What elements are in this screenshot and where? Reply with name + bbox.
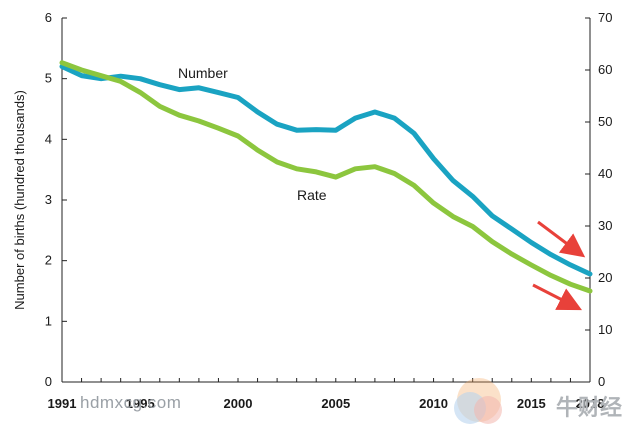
- series-label-number: Number: [178, 65, 228, 81]
- x-axis-ticks: 1991 1995 2000 2005 2010 2015 2018: [48, 378, 605, 411]
- left-tick-label: 4: [45, 131, 52, 146]
- right-tick-label: 20: [598, 270, 612, 285]
- series-label-rate: Rate: [297, 187, 327, 203]
- left-axis-title: Number of births (hundred thousands): [12, 90, 27, 310]
- x-tick-label: 2015: [517, 396, 546, 411]
- trend-arrow-upper: [537, 220, 586, 258]
- series-layer: [59, 60, 593, 294]
- left-axis-ticks: 0 1 2 3 4 5 6: [45, 10, 67, 389]
- right-tick-label: 0: [598, 374, 605, 389]
- right-tick-label: 40: [598, 166, 612, 181]
- x-tick-label: 2000: [224, 396, 253, 411]
- right-tick-label: 10: [598, 322, 612, 337]
- left-tick-label: 5: [45, 71, 52, 86]
- watermark-text: hdmxcg.com: [80, 393, 181, 412]
- right-tick-label: 30: [598, 218, 612, 233]
- x-tick-label: 2018: [576, 396, 605, 411]
- right-tick-label: 50: [598, 114, 612, 129]
- x-tick-label: 2010: [419, 396, 448, 411]
- right-tick-label: 60: [598, 62, 612, 77]
- trend-arrow-lower: [532, 283, 583, 311]
- series-line-rate: [59, 60, 593, 294]
- watermark-logo-icon: [454, 378, 502, 424]
- series-line-number: [59, 64, 593, 277]
- watermark-logo-text: 牛财经: [556, 395, 622, 420]
- right-axis-ticks: 0 10 20 30 40 50 60 70: [585, 10, 612, 389]
- left-tick-label: 6: [45, 10, 52, 25]
- left-tick-label: 2: [45, 253, 52, 268]
- right-tick-label: 70: [598, 10, 612, 25]
- left-tick-label: 3: [45, 192, 52, 207]
- left-tick-label: 1: [45, 313, 52, 328]
- x-tick-label: 1995: [126, 396, 155, 411]
- x-tick-label: 2005: [321, 396, 350, 411]
- left-tick-label: 0: [45, 374, 52, 389]
- x-tick-label: 1991: [48, 396, 77, 411]
